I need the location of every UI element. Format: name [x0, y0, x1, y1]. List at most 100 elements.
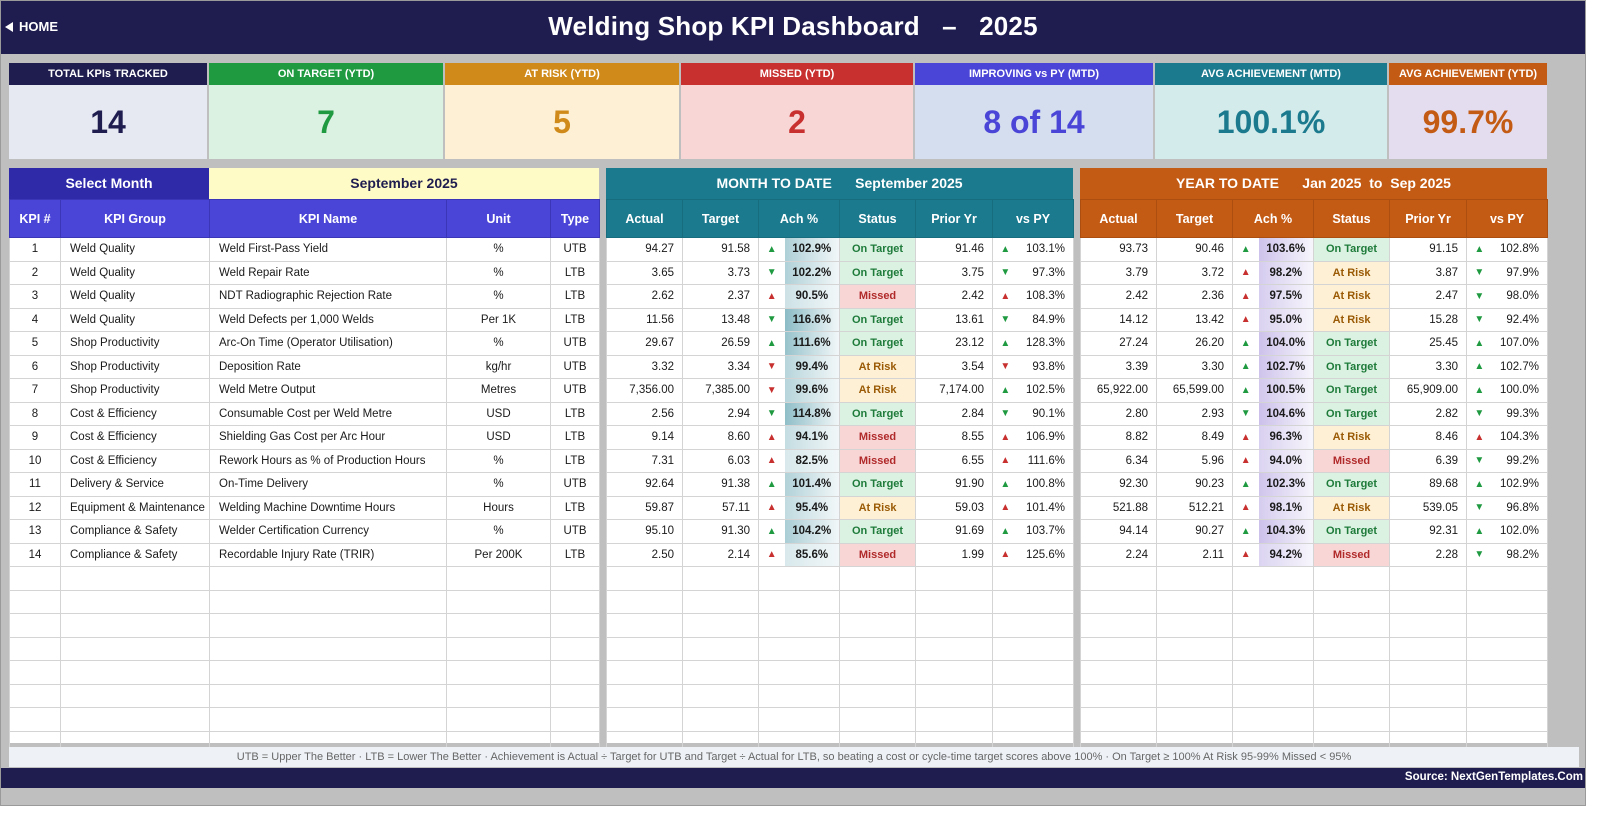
- kpi-type: LTB: [550, 284, 600, 309]
- target-value: 13.42: [1156, 307, 1233, 332]
- summary-card-value: 100.1%: [1216, 103, 1326, 140]
- empty-cell: [1389, 636, 1468, 661]
- table-row: 7 Shop Productivity Weld Metre Output Metre…: [9, 378, 600, 403]
- empty-cell: [550, 636, 600, 661]
- status-badge: At Risk: [839, 354, 917, 379]
- vs-py-arrow-icon: ▲: [1466, 472, 1492, 497]
- kpi-type: LTB: [550, 495, 600, 520]
- empty-row: [1080, 589, 1549, 614]
- table-row: 94.14 90.27 ▲ 104.3% On Target 92.31 ▲ 102.0%: [1080, 519, 1549, 544]
- empty-cell: [209, 660, 447, 685]
- empty-cell: [915, 613, 994, 638]
- vs-py-percent: 100.8%: [1017, 472, 1075, 497]
- column-header: Status: [839, 199, 917, 238]
- home-button[interactable]: HOME: [5, 19, 58, 34]
- table-row: 521.88 512.21 ▲ 98.1% At Risk 539.05 ▼ 96.8%: [1080, 495, 1549, 520]
- trend-arrow-icon: ▼: [758, 307, 785, 332]
- summary-card-value: 14: [90, 103, 126, 140]
- actual-value: 92.64: [606, 472, 683, 497]
- empty-cell: [1156, 636, 1233, 661]
- empty-cell: [839, 566, 917, 591]
- actual-value: 9.14: [606, 425, 683, 450]
- prior-year-value: 7,174.00: [915, 378, 994, 403]
- empty-row: [9, 589, 600, 614]
- empty-cell: [1258, 683, 1315, 708]
- kpi-group: Weld Quality: [60, 260, 210, 285]
- empty-cell: [784, 636, 841, 661]
- target-value: 3.73: [682, 260, 759, 285]
- empty-cell: [1017, 589, 1075, 614]
- column-header: vs PY: [992, 199, 1075, 238]
- kpi-group: Shop Productivity: [60, 354, 210, 379]
- dashboard-frame: HOME Welding Shop KPI Dashboard – 2025 T…: [0, 0, 1586, 806]
- prior-year-value: 23.12: [915, 331, 994, 356]
- summary-card: ON TARGET (YTD) 7: [209, 63, 445, 159]
- trend-arrow-icon: ▲: [758, 237, 785, 262]
- empty-cell: [839, 636, 917, 661]
- empty-cell: [1313, 683, 1391, 708]
- empty-row: [1080, 613, 1549, 638]
- vs-py-arrow-icon: ▲: [992, 237, 1018, 262]
- month-selector[interactable]: September 2025: [209, 168, 599, 199]
- kpi-group: Compliance & Safety: [60, 542, 210, 567]
- empty-cell: [606, 636, 683, 661]
- kpi-type: LTB: [550, 448, 600, 473]
- empty-row: [9, 613, 600, 638]
- empty-cell: [446, 566, 551, 591]
- table-row: 59.87 57.11 ▲ 95.4% At Risk 59.03 ▲ 101.4%: [606, 495, 1075, 520]
- empty-cell: [682, 589, 759, 614]
- kpi-unit: %: [446, 284, 551, 309]
- empty-cell: [1491, 636, 1549, 661]
- empty-cell: [60, 566, 210, 591]
- prior-year-value: 3.87: [1389, 260, 1468, 285]
- summary-card-label: IMPROVING vs PY (MTD): [915, 63, 1153, 85]
- vs-py-percent: 99.2%: [1491, 448, 1549, 473]
- empty-cell: [682, 707, 759, 732]
- target-value: 7,385.00: [682, 378, 759, 403]
- empty-cell: [1313, 566, 1391, 591]
- table-row: 10 Cost & Efficiency Rework Hours as % of …: [9, 448, 600, 473]
- trend-arrow-icon: ▲: [1232, 260, 1259, 285]
- empty-cell: [758, 660, 785, 685]
- empty-cell: [1466, 613, 1492, 638]
- summary-card: AT RISK (YTD) 5: [445, 63, 681, 159]
- empty-cell: [1466, 683, 1492, 708]
- kpi-unit: %: [446, 448, 551, 473]
- actual-value: 2.50: [606, 542, 683, 567]
- table-row: 2.50 2.14 ▲ 85.6% Missed 1.99 ▲ 125.6%: [606, 542, 1075, 567]
- vs-py-percent: 103.1%: [1017, 237, 1075, 262]
- vs-py-percent: 99.3%: [1491, 401, 1549, 426]
- vs-py-arrow-icon: ▲: [992, 331, 1018, 356]
- trend-arrow-icon: ▲: [758, 495, 785, 520]
- empty-cell: [606, 613, 683, 638]
- summary-card: MISSED (YTD) 2: [681, 63, 915, 159]
- kpi-type: LTB: [550, 401, 600, 426]
- summary-card-label: AVG ACHIEVEMENT (YTD): [1389, 63, 1547, 85]
- prior-year-value: 1.99: [915, 542, 994, 567]
- empty-cell: [550, 589, 600, 614]
- trend-arrow-icon: ▲: [1232, 307, 1259, 332]
- column-header: Ach %: [1231, 199, 1315, 238]
- empty-cell: [758, 636, 785, 661]
- trend-arrow-icon: ▼: [1232, 401, 1259, 426]
- empty-cell: [915, 566, 994, 591]
- empty-cell: [60, 683, 210, 708]
- achievement-percent: 85.6%: [784, 542, 841, 567]
- column-header: vs PY: [1466, 199, 1549, 238]
- empty-cell: [60, 613, 210, 638]
- achievement-percent: 95.4%: [784, 495, 841, 520]
- empty-cell: [1258, 660, 1315, 685]
- table-row: 94.27 91.58 ▲ 102.9% On Target 91.46 ▲ 103.1%: [606, 237, 1075, 262]
- vs-py-percent: 96.8%: [1491, 495, 1549, 520]
- summary-card-label: TOTAL KPIs TRACKED: [9, 63, 207, 85]
- summary-card-label: AVG ACHIEVEMENT (MTD): [1155, 63, 1387, 85]
- status-badge: On Target: [1313, 237, 1391, 262]
- kpi-type: UTB: [550, 472, 600, 497]
- empty-cell: [1017, 707, 1075, 732]
- table-row: 3.79 3.72 ▲ 98.2% At Risk 3.87 ▼ 97.9%: [1080, 260, 1549, 285]
- kpi-group: Compliance & Safety: [60, 519, 210, 544]
- achievement-percent: 98.2%: [1258, 260, 1315, 285]
- table-row: 2.56 2.94 ▼ 114.8% On Target 2.84 ▼ 90.1%: [606, 401, 1075, 426]
- empty-cell: [550, 707, 600, 732]
- table-row: 7.31 6.03 ▲ 82.5% Missed 6.55 ▲ 111.6%: [606, 448, 1075, 473]
